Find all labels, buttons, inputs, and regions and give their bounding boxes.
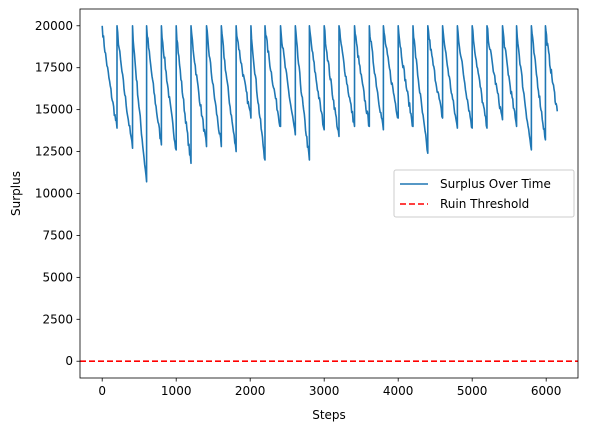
x-tick-label: 6000 bbox=[531, 384, 562, 398]
x-tick-label: 2000 bbox=[235, 384, 266, 398]
x-axis-label: Steps bbox=[312, 408, 346, 422]
legend-box bbox=[393, 169, 575, 218]
y-tick-label: 17500 bbox=[35, 61, 73, 75]
x-tick-label: 3000 bbox=[309, 384, 340, 398]
axis-ticks: 0 1000 2000 3000 4000 5000 6000 0 2500 5000 7500 10… bbox=[35, 19, 562, 398]
y-tick-label: 2500 bbox=[42, 312, 73, 326]
x-tick-label: 0 bbox=[98, 384, 106, 398]
y-tick-label: 15000 bbox=[35, 103, 73, 117]
y-tick-label: 7500 bbox=[42, 228, 73, 242]
x-tick-label: 4000 bbox=[383, 384, 414, 398]
legend: Surplus Over Time Ruin Threshold bbox=[393, 169, 575, 218]
x-tick-label: 1000 bbox=[161, 384, 192, 398]
plot-area bbox=[80, 24, 578, 363]
axes-frame bbox=[79, 8, 579, 379]
x-tick-label: 5000 bbox=[457, 384, 488, 398]
y-axis-label: Surplus bbox=[9, 171, 23, 216]
y-tick-label: 12500 bbox=[35, 145, 73, 159]
y-tick-label: 20000 bbox=[35, 19, 73, 33]
y-tick-label: 5000 bbox=[42, 270, 73, 284]
y-tick-label: 0 bbox=[65, 354, 73, 368]
legend-label-ruin: Ruin Threshold bbox=[440, 197, 529, 211]
y-tick-label: 10000 bbox=[35, 187, 73, 201]
surplus-series-line bbox=[101, 24, 559, 183]
legend-label-surplus: Surplus Over Time bbox=[440, 177, 551, 191]
